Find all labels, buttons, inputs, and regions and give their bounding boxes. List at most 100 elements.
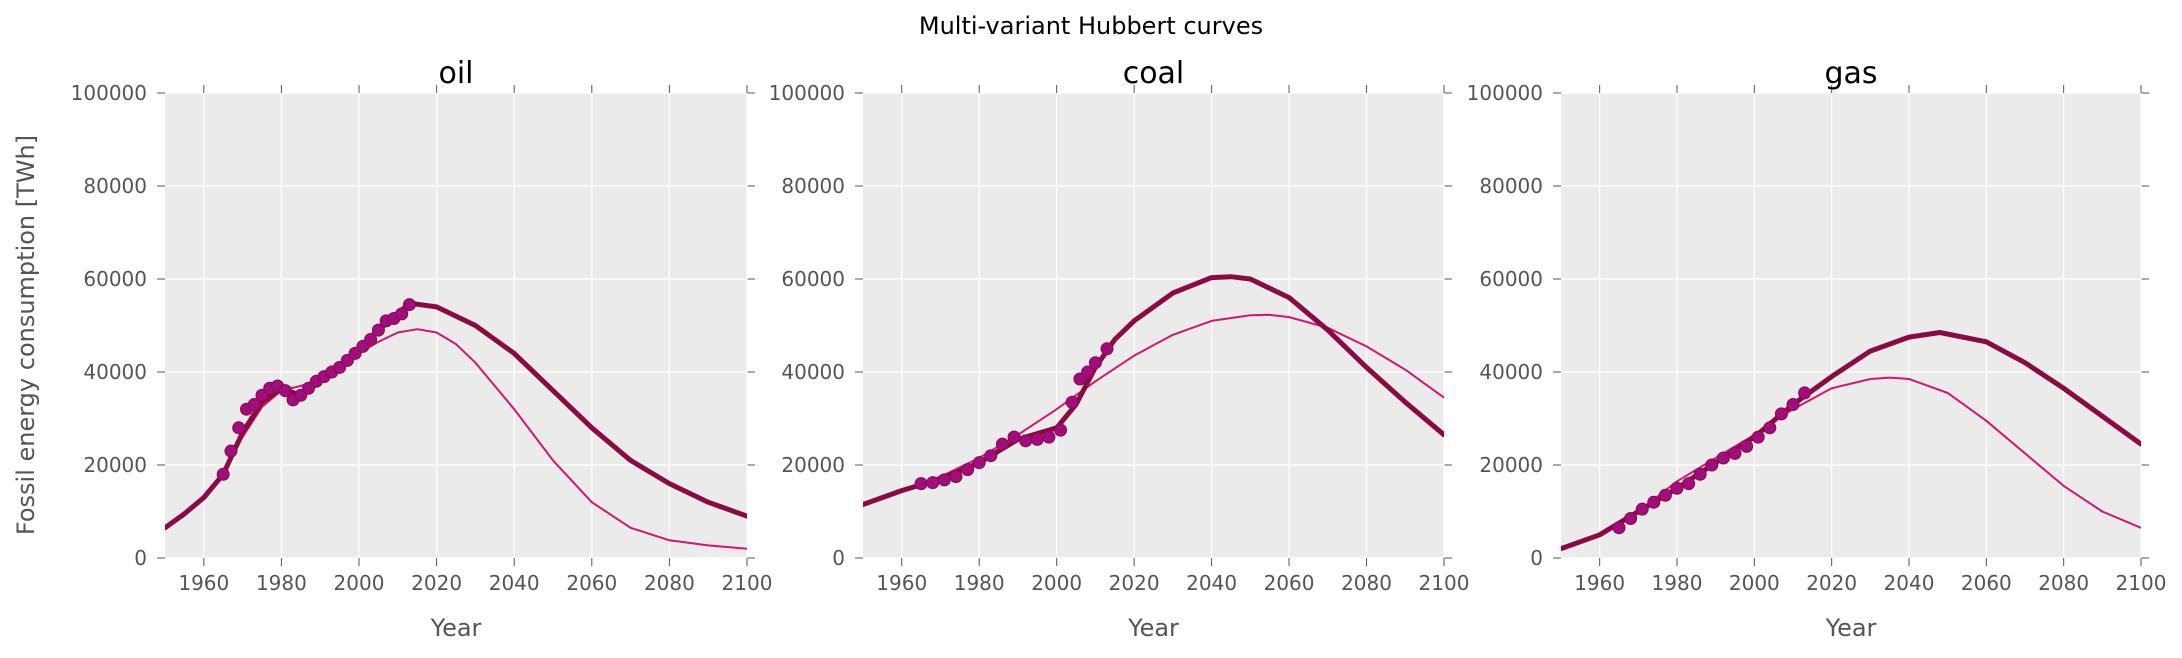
- x-tick-label: 2000: [1729, 571, 1780, 595]
- x-axis-label: Year: [430, 614, 482, 642]
- y-tick-label: 80000: [781, 174, 845, 198]
- x-tick-label: 2040: [1186, 571, 1237, 595]
- y-tick-label: 0: [134, 546, 147, 570]
- data-point: [1647, 495, 1661, 509]
- x-tick-label: 1980: [954, 571, 1005, 595]
- data-point: [995, 437, 1009, 451]
- panel-title: coal: [1123, 56, 1185, 91]
- y-tick-label: 40000: [83, 360, 147, 384]
- data-point: [1065, 395, 1079, 409]
- y-tick-label: 100000: [769, 81, 845, 105]
- data-point: [224, 444, 238, 458]
- data-point: [1019, 434, 1033, 448]
- y-tick-label: 80000: [83, 174, 147, 198]
- panel-oil: 0 20000 40000 60000 80000 100000 1960 1980 2000 2…: [71, 56, 773, 642]
- panel-title: gas: [1824, 56, 1877, 91]
- data-point: [937, 473, 951, 487]
- data-point: [914, 477, 928, 491]
- data-point: [1728, 446, 1742, 460]
- y-tick-label: 20000: [83, 453, 147, 477]
- data-point: [984, 449, 998, 463]
- data-point: [926, 476, 940, 490]
- x-tick-label: 2000: [334, 571, 385, 595]
- plot-area: [1561, 93, 2141, 558]
- x-tick-label: 2020: [1806, 571, 1857, 595]
- x-tick-label: 2040: [1884, 571, 1935, 595]
- data-point: [1763, 421, 1777, 435]
- x-tick-label: 2080: [644, 571, 695, 595]
- data-point: [1740, 439, 1754, 453]
- data-point: [1786, 398, 1800, 412]
- data-point: [949, 470, 963, 484]
- data-point: [1658, 488, 1672, 502]
- y-tick-label: 60000: [781, 267, 845, 291]
- x-tick-label: 2060: [1264, 571, 1315, 595]
- x-tick-label: 2040: [489, 571, 540, 595]
- x-tick-label: 2080: [2038, 571, 2089, 595]
- y-tick-label: 60000: [83, 267, 147, 291]
- y-tick-label: 100000: [1467, 81, 1543, 105]
- x-tick-label: 1960: [1574, 571, 1625, 595]
- data-point: [1007, 430, 1021, 444]
- data-point: [1030, 432, 1044, 446]
- y-tick-label: 0: [832, 546, 845, 570]
- data-point: [1635, 502, 1649, 516]
- y-tick-label: 100000: [71, 81, 147, 105]
- plot-area: [165, 93, 747, 558]
- data-point: [1100, 342, 1114, 356]
- data-point: [1705, 458, 1719, 472]
- data-point: [1624, 511, 1638, 525]
- x-axis-label: Year: [1825, 614, 1877, 642]
- data-point: [1798, 386, 1812, 400]
- data-point: [1751, 430, 1765, 444]
- x-tick-label: 2000: [1031, 571, 1082, 595]
- data-point: [1088, 356, 1102, 370]
- data-point: [1054, 423, 1068, 437]
- x-tick-label: 2080: [1341, 571, 1392, 595]
- data-point: [1693, 467, 1707, 481]
- x-tick-label: 1960: [876, 571, 927, 595]
- plot-area: [863, 93, 1444, 558]
- data-point: [1774, 407, 1788, 421]
- data-point: [364, 332, 378, 346]
- x-tick-label: 2100: [1419, 571, 1470, 595]
- data-point: [278, 384, 292, 398]
- plot-content: [863, 274, 1444, 507]
- y-tick-label: 40000: [781, 360, 845, 384]
- data-point: [1081, 365, 1095, 379]
- data-point: [1716, 451, 1730, 465]
- y-tick-label: 80000: [1479, 174, 1543, 198]
- data-point: [972, 456, 986, 470]
- x-tick-label: 2060: [1961, 571, 2012, 595]
- data-point: [1612, 521, 1626, 535]
- y-tick-label: 0: [1530, 546, 1543, 570]
- y-axis-label: Fossil energy consumption [TWh]: [12, 135, 40, 535]
- y-tick-label: 40000: [1479, 360, 1543, 384]
- data-point: [371, 323, 385, 337]
- y-tick-label: 20000: [781, 453, 845, 477]
- x-tick-label: 1980: [1652, 571, 1703, 595]
- data-point: [247, 398, 261, 412]
- data-point: [1042, 430, 1056, 444]
- x-tick-label: 1980: [256, 571, 307, 595]
- data-point: [402, 298, 416, 312]
- data-point: [1670, 481, 1684, 495]
- x-tick-label: 2020: [1109, 571, 1160, 595]
- data-point: [395, 307, 409, 321]
- panel-title: oil: [438, 56, 473, 91]
- plot-content: [1561, 330, 2141, 552]
- panel-coal: 0 20000 40000 60000 80000 100000 1960 1980 2000 2…: [769, 56, 1470, 642]
- x-tick-label: 1960: [178, 571, 229, 595]
- y-tick-label: 60000: [1479, 267, 1543, 291]
- data-point: [216, 467, 230, 481]
- x-tick-label: 2100: [722, 571, 773, 595]
- x-tick-label: 2100: [2116, 571, 2167, 595]
- data-point: [1682, 477, 1696, 491]
- data-point: [961, 463, 975, 477]
- x-tick-label: 2060: [566, 571, 617, 595]
- x-axis-label: Year: [1127, 614, 1179, 642]
- plot-content: [165, 298, 747, 550]
- x-tick-label: 2020: [411, 571, 462, 595]
